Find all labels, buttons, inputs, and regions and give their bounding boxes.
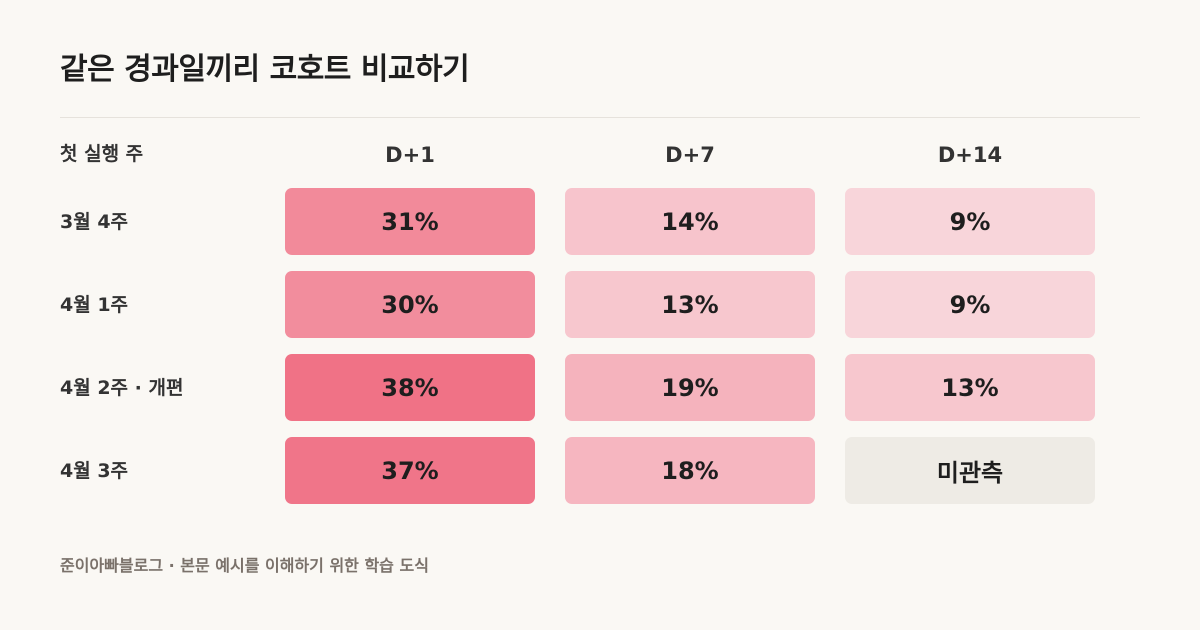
heatmap-cell: 13% [565, 271, 815, 338]
heatmap-cell: 31% [285, 188, 535, 255]
heatmap-cell: 18% [565, 437, 815, 504]
page-title: 같은 경과일끼리 코호트 비교하기 [60, 52, 470, 87]
column-header-dplus-1: D+1 [385, 143, 435, 167]
row-axis-label: 첫 실행 주 [60, 143, 144, 165]
row-label: 4월 2주 · 개편 [60, 376, 184, 399]
heatmap-cell: 30% [285, 271, 535, 338]
heatmap-cell: 13% [845, 354, 1095, 421]
heatmap-cell: 19% [565, 354, 815, 421]
row-label: 4월 3주 [60, 459, 129, 482]
footer-caption: 준이아빠블로그 · 본문 예시를 이해하기 위한 학습 도식 [60, 556, 429, 575]
heatmap-cell: 9% [845, 188, 1095, 255]
heatmap-cell: 38% [285, 354, 535, 421]
heatmap-cell-missing: 미관측 [845, 437, 1095, 504]
heatmap-cell: 14% [565, 188, 815, 255]
column-header-dplus-14: D+14 [937, 143, 1003, 167]
heatmap-cell: 9% [845, 271, 1095, 338]
heatmap-cell: 37% [285, 437, 535, 504]
row-label: 4월 1주 [60, 293, 129, 316]
row-label: 3월 4주 [60, 210, 129, 233]
column-header-dplus-7: D+7 [665, 143, 715, 167]
title-divider [60, 117, 1140, 118]
